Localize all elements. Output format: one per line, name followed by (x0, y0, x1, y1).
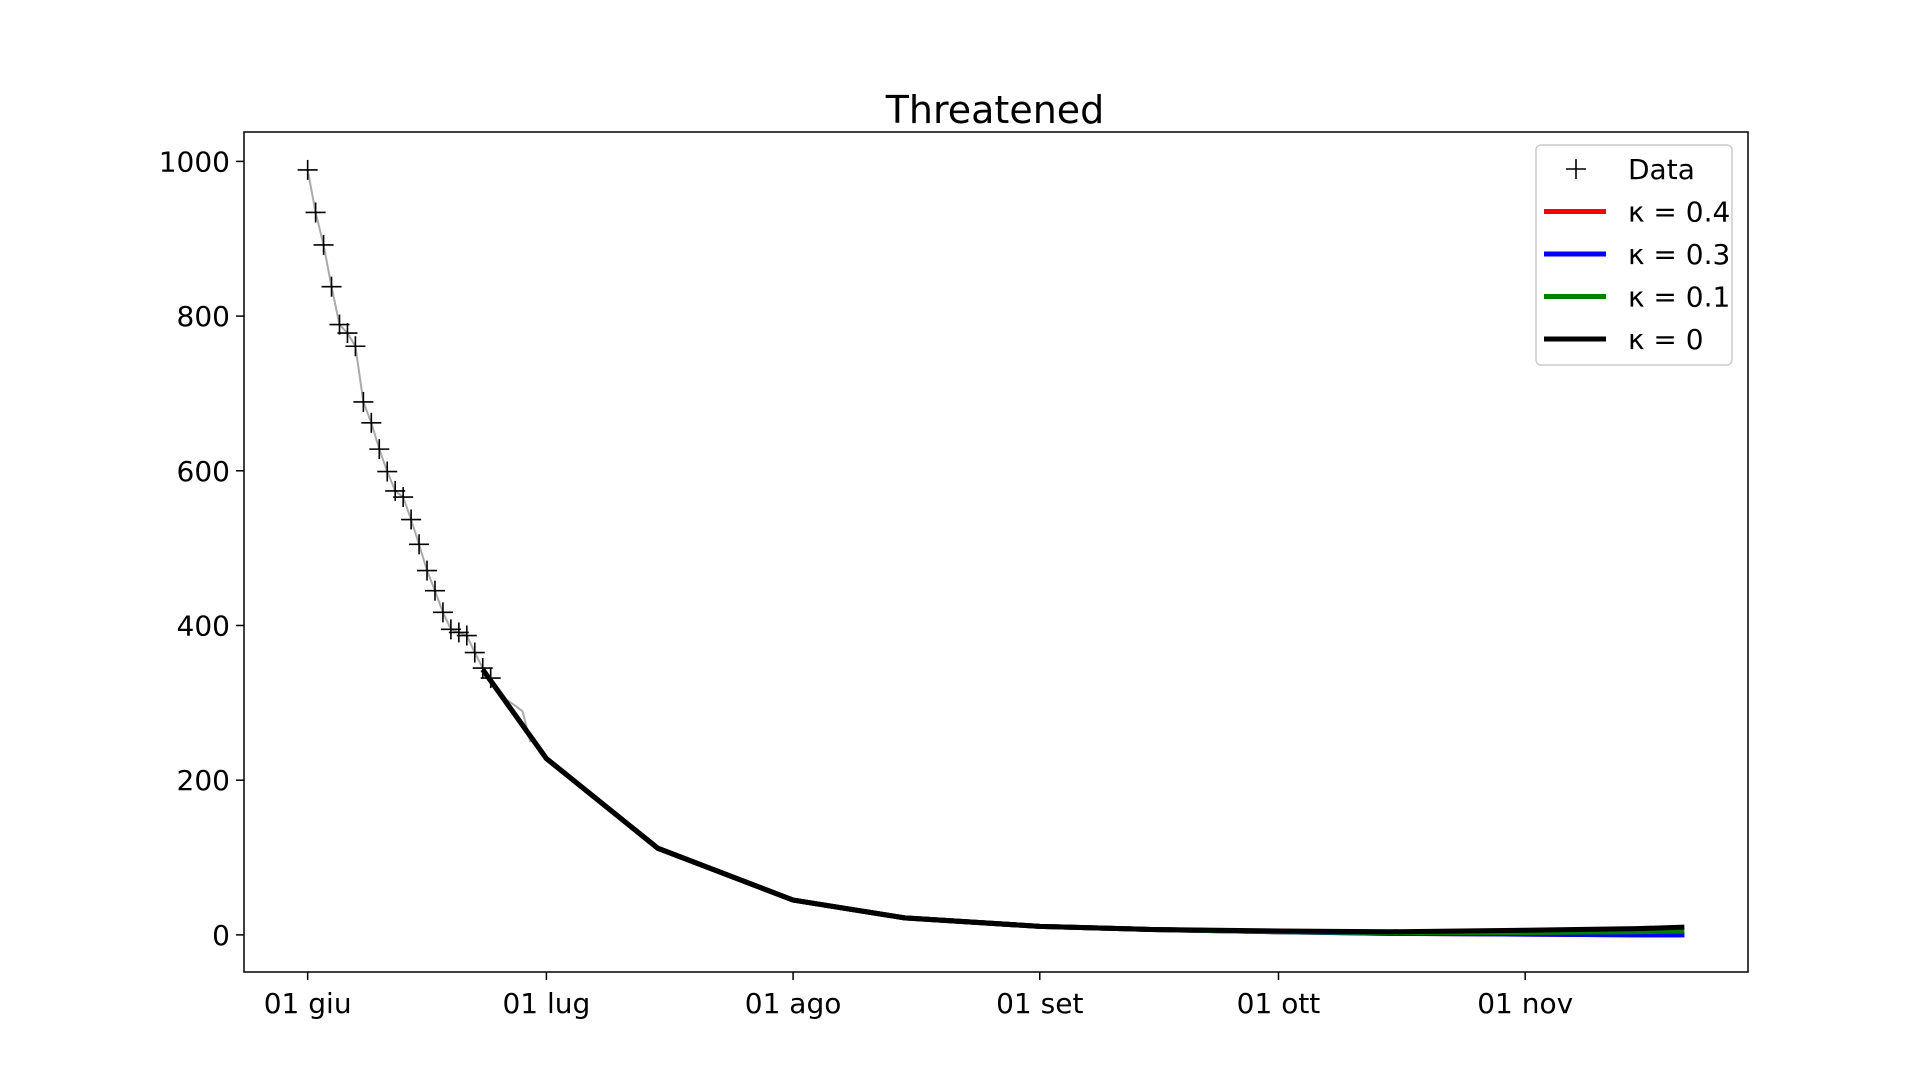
data-point (345, 336, 366, 357)
data-point (329, 314, 350, 335)
data-point (456, 625, 477, 646)
chart-title: Threatened (885, 88, 1105, 132)
x-tick-label: 01 ago (745, 987, 842, 1020)
x-tick-label: 01 set (996, 987, 1083, 1020)
x-tick-label: 01 ott (1237, 987, 1321, 1020)
data-point (401, 509, 422, 530)
data-point (353, 391, 374, 412)
legend-label-kappa-0-4: κ = 0.4 (1628, 196, 1730, 229)
data-point (432, 602, 453, 623)
data-point (409, 534, 430, 555)
data-point (393, 487, 414, 508)
legend-label-data: Data (1628, 153, 1695, 186)
legend-label-kappa-0-1: κ = 0.1 (1628, 281, 1730, 314)
data-point (361, 412, 382, 433)
data-point (297, 159, 318, 180)
data-point (369, 439, 390, 460)
data-point (448, 622, 469, 643)
y-tick-label: 600 (177, 455, 230, 488)
data-point (440, 619, 461, 640)
data-point (472, 658, 493, 679)
data-point (337, 323, 358, 344)
data-point (464, 642, 485, 663)
y-tick-label: 0 (212, 919, 230, 952)
legend: Data κ = 0.4 κ = 0.3 κ = 0.1 κ = 0 (1535, 144, 1733, 366)
legend-marker-data (1566, 159, 1586, 179)
y-tick-label: 200 (177, 764, 230, 797)
data-point (417, 560, 438, 581)
x-tick-label: 01 nov (1477, 987, 1573, 1020)
legend-label-kappa-0-3: κ = 0.3 (1628, 238, 1730, 271)
y-tick-label: 1000 (159, 145, 230, 178)
data-point (313, 234, 334, 255)
legend-box (1535, 144, 1733, 366)
data-point (424, 580, 445, 601)
data-point (305, 202, 326, 223)
x-tick-label: 01 giu (264, 987, 352, 1020)
data-point (321, 276, 342, 297)
y-tick-label: 400 (177, 609, 230, 642)
y-tick-label: 800 (177, 300, 230, 333)
legend-label-kappa-0: κ = 0 (1628, 323, 1704, 356)
axes-frame (243, 131, 1749, 973)
plot-area: 01 giu 01 lug 01 ago 01 set 01 ott 01 nov 0 200… (159, 131, 1749, 1020)
x-tick-label: 01 lug (502, 987, 590, 1020)
data-point (377, 461, 398, 482)
series-line-kappa-0 (480, 668, 1685, 935)
